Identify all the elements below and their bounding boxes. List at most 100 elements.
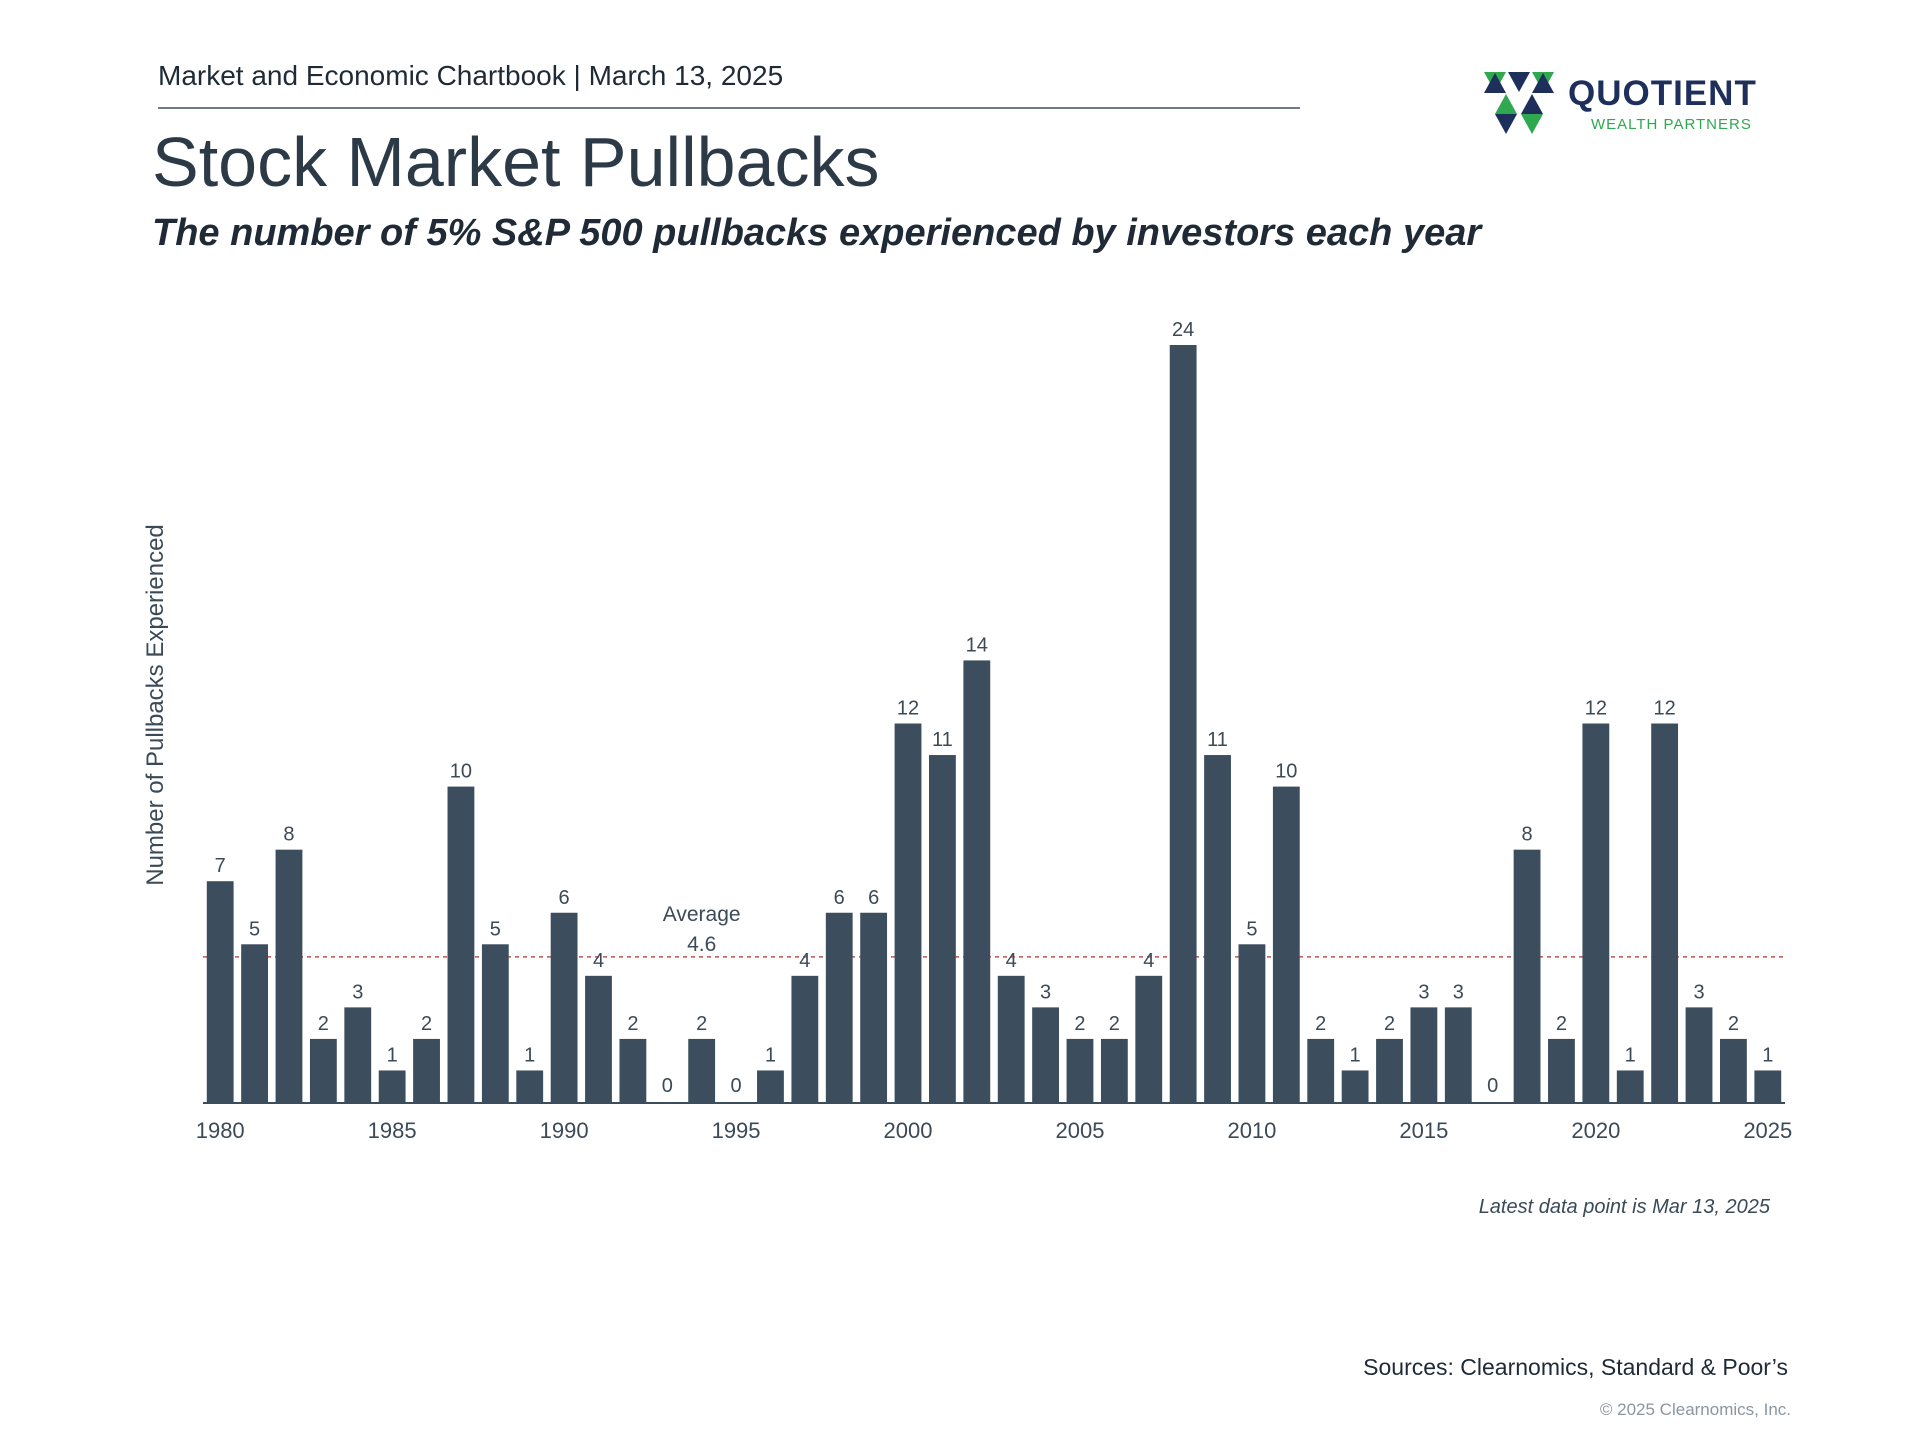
bar-2011 bbox=[1272, 786, 1300, 1102]
value-label-1984: 3 bbox=[352, 981, 363, 1003]
bar-1996 bbox=[757, 1070, 784, 1102]
value-label-2006: 2 bbox=[1109, 1013, 1120, 1035]
bar-2009 bbox=[1204, 755, 1231, 1102]
bar-1980 bbox=[206, 881, 234, 1102]
value-label-2023: 3 bbox=[1693, 981, 1704, 1003]
bar-1986 bbox=[413, 1038, 440, 1102]
value-label-2015: 3 bbox=[1418, 981, 1429, 1003]
value-label-2010: 5 bbox=[1246, 918, 1257, 940]
bar-2001 bbox=[929, 755, 956, 1102]
bar-2020 bbox=[1582, 723, 1610, 1102]
bar-2015 bbox=[1410, 1007, 1438, 1102]
y-axis-label: Number of Pullbacks Experienced bbox=[142, 524, 169, 886]
value-label-2020: 12 bbox=[1585, 698, 1607, 720]
bar-2003 bbox=[997, 975, 1025, 1102]
bar-2007 bbox=[1135, 975, 1163, 1102]
value-label-1988: 5 bbox=[490, 918, 501, 940]
value-label-2004: 3 bbox=[1040, 981, 1051, 1003]
value-label-1981: 5 bbox=[249, 918, 260, 940]
x-tick-label-2015: 2015 bbox=[1399, 1118, 1448, 1143]
bar-1981 bbox=[241, 944, 268, 1102]
value-label-1991: 4 bbox=[593, 950, 604, 972]
x-tick-label-1995: 1995 bbox=[712, 1118, 761, 1143]
value-label-1994: 2 bbox=[696, 1013, 707, 1035]
bar-2018 bbox=[1513, 849, 1541, 1102]
header-divider bbox=[158, 107, 1300, 109]
value-label-2017: 0 bbox=[1487, 1075, 1498, 1097]
bar-1984 bbox=[344, 1007, 372, 1102]
x-tick-label-1980: 1980 bbox=[196, 1118, 245, 1143]
value-label-2009: 11 bbox=[1207, 729, 1228, 751]
bar-2022 bbox=[1651, 723, 1679, 1102]
bar-1989 bbox=[516, 1070, 544, 1102]
x-tick-label-1990: 1990 bbox=[540, 1118, 589, 1143]
value-label-2002: 14 bbox=[966, 634, 988, 656]
bar-2005 bbox=[1066, 1038, 1094, 1102]
value-label-1987: 10 bbox=[450, 761, 472, 783]
bar-2013 bbox=[1341, 1070, 1369, 1102]
x-tick-label-2000: 2000 bbox=[884, 1118, 933, 1143]
value-label-2024: 2 bbox=[1728, 1013, 1739, 1035]
bar-1992 bbox=[619, 1038, 647, 1102]
bar-2012 bbox=[1307, 1038, 1335, 1102]
logo-tagline: WEALTH PARTNERS bbox=[1591, 116, 1752, 133]
bar-2008 bbox=[1169, 345, 1197, 1102]
bar-1998 bbox=[825, 912, 853, 1102]
value-label-2016: 3 bbox=[1453, 981, 1464, 1003]
value-label-2008: 24 bbox=[1172, 319, 1194, 341]
x-tick-label-2020: 2020 bbox=[1571, 1118, 1620, 1143]
quotient-logo: QUOTIENT WEALTH PARTNERS bbox=[1484, 72, 1784, 142]
bar-1991 bbox=[585, 975, 612, 1102]
value-label-1990: 6 bbox=[559, 887, 570, 909]
value-label-1993: 0 bbox=[662, 1075, 673, 1097]
value-label-1992: 2 bbox=[627, 1013, 638, 1035]
value-label-1985: 1 bbox=[387, 1044, 398, 1066]
value-label-2011: 10 bbox=[1275, 761, 1297, 783]
value-label-2014: 2 bbox=[1384, 1013, 1395, 1035]
value-label-2019: 2 bbox=[1556, 1013, 1567, 1035]
value-label-1998: 6 bbox=[834, 887, 845, 909]
bar-2004 bbox=[1032, 1007, 1059, 1102]
bar-1985 bbox=[378, 1070, 406, 1102]
average-label: Average bbox=[663, 903, 741, 926]
page-title: Stock Market Pullbacks bbox=[152, 123, 880, 201]
value-label-1986: 2 bbox=[421, 1013, 432, 1035]
bar-2014 bbox=[1376, 1038, 1403, 1102]
bar-2002 bbox=[963, 660, 991, 1102]
value-label-2007: 4 bbox=[1143, 950, 1154, 972]
average-value-label: 4.6 bbox=[687, 933, 716, 956]
bar-1999 bbox=[860, 912, 888, 1102]
x-tick-label-2010: 2010 bbox=[1227, 1118, 1276, 1143]
quotient-logo-icon bbox=[1484, 72, 1554, 134]
bar-2021 bbox=[1616, 1070, 1644, 1102]
value-label-1997: 4 bbox=[799, 950, 810, 972]
value-label-2000: 12 bbox=[897, 698, 919, 720]
value-label-2021: 1 bbox=[1625, 1044, 1636, 1066]
value-label-1995: 0 bbox=[731, 1075, 742, 1097]
bar-2006 bbox=[1100, 1038, 1128, 1102]
bar-1987 bbox=[447, 786, 475, 1102]
bar-2016 bbox=[1444, 1007, 1472, 1102]
x-tick-label-2025: 2025 bbox=[1743, 1118, 1792, 1143]
bar-1994 bbox=[688, 1038, 716, 1102]
logo-name: QUOTIENT bbox=[1568, 74, 1757, 113]
bar-1982 bbox=[275, 849, 303, 1102]
bar-2019 bbox=[1548, 1038, 1575, 1102]
bar-2010 bbox=[1238, 944, 1266, 1102]
value-label-1989: 1 bbox=[524, 1044, 535, 1066]
bar-2025 bbox=[1754, 1070, 1782, 1102]
x-tick-label-2005: 2005 bbox=[1056, 1118, 1105, 1143]
x-tick-label-1985: 1985 bbox=[368, 1118, 417, 1143]
value-label-2025: 1 bbox=[1762, 1044, 1773, 1066]
bar-2023 bbox=[1685, 1007, 1713, 1102]
value-label-2001: 11 bbox=[932, 729, 953, 751]
chartbook-header: Market and Economic Chartbook | March 13… bbox=[158, 60, 784, 91]
value-label-1999: 6 bbox=[868, 887, 879, 909]
latest-data-note: Latest data point is Mar 13, 2025 bbox=[1478, 1196, 1770, 1218]
value-label-2005: 2 bbox=[1074, 1013, 1085, 1035]
bar-1990 bbox=[550, 912, 578, 1102]
bar-1997 bbox=[791, 975, 819, 1102]
value-label-2003: 4 bbox=[1006, 950, 1017, 972]
bar-2000 bbox=[894, 723, 922, 1102]
